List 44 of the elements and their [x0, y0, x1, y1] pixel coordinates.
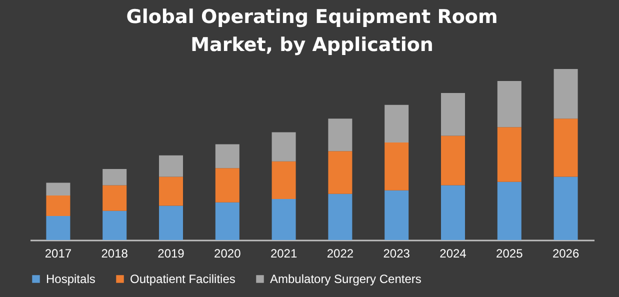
x-tick-label: 2024 — [440, 246, 467, 260]
bar — [441, 185, 465, 240]
bar — [554, 176, 578, 240]
x-tick-label: 2022 — [326, 246, 354, 260]
bar — [441, 92, 465, 136]
bar — [328, 118, 352, 152]
bar — [46, 216, 70, 240]
bar — [497, 127, 522, 182]
bar — [384, 104, 409, 143]
x-tick-label: 2018 — [101, 246, 128, 260]
bar — [46, 196, 70, 216]
bar — [554, 69, 578, 119]
x-tick-label: 2026 — [552, 246, 580, 260]
legend-label: Outpatient Facilities — [130, 272, 236, 286]
bar — [46, 182, 70, 196]
x-tick-label: 2021 — [270, 246, 298, 260]
legend-label: Ambulatory Surgery Centers — [270, 272, 422, 286]
bar — [272, 132, 296, 162]
bar — [159, 155, 183, 177]
bar — [102, 210, 127, 240]
bar — [272, 198, 296, 240]
bar — [441, 136, 465, 186]
bar — [328, 151, 352, 194]
bar — [497, 182, 522, 240]
x-tick-label: 2025 — [496, 246, 524, 260]
bar — [159, 206, 183, 240]
x-tick-label: 2023 — [383, 246, 410, 260]
chart-title: Global Operating Equipment Room Market, by Application — [126, 6, 498, 56]
bar — [554, 118, 578, 177]
legend-label: Hospitals — [46, 272, 96, 286]
bar — [215, 144, 240, 168]
bar — [272, 161, 296, 199]
bar — [328, 194, 352, 240]
x-tick-label: 2017 — [44, 246, 72, 260]
bar — [102, 185, 127, 211]
bar — [102, 169, 127, 186]
bar — [159, 176, 183, 206]
x-tick-label: 2019 — [158, 246, 185, 260]
bar — [497, 80, 522, 128]
bar — [215, 168, 240, 202]
x-tick-label: 2020 — [214, 246, 242, 260]
bar — [215, 202, 240, 240]
bar — [384, 142, 409, 190]
bar — [384, 190, 409, 240]
